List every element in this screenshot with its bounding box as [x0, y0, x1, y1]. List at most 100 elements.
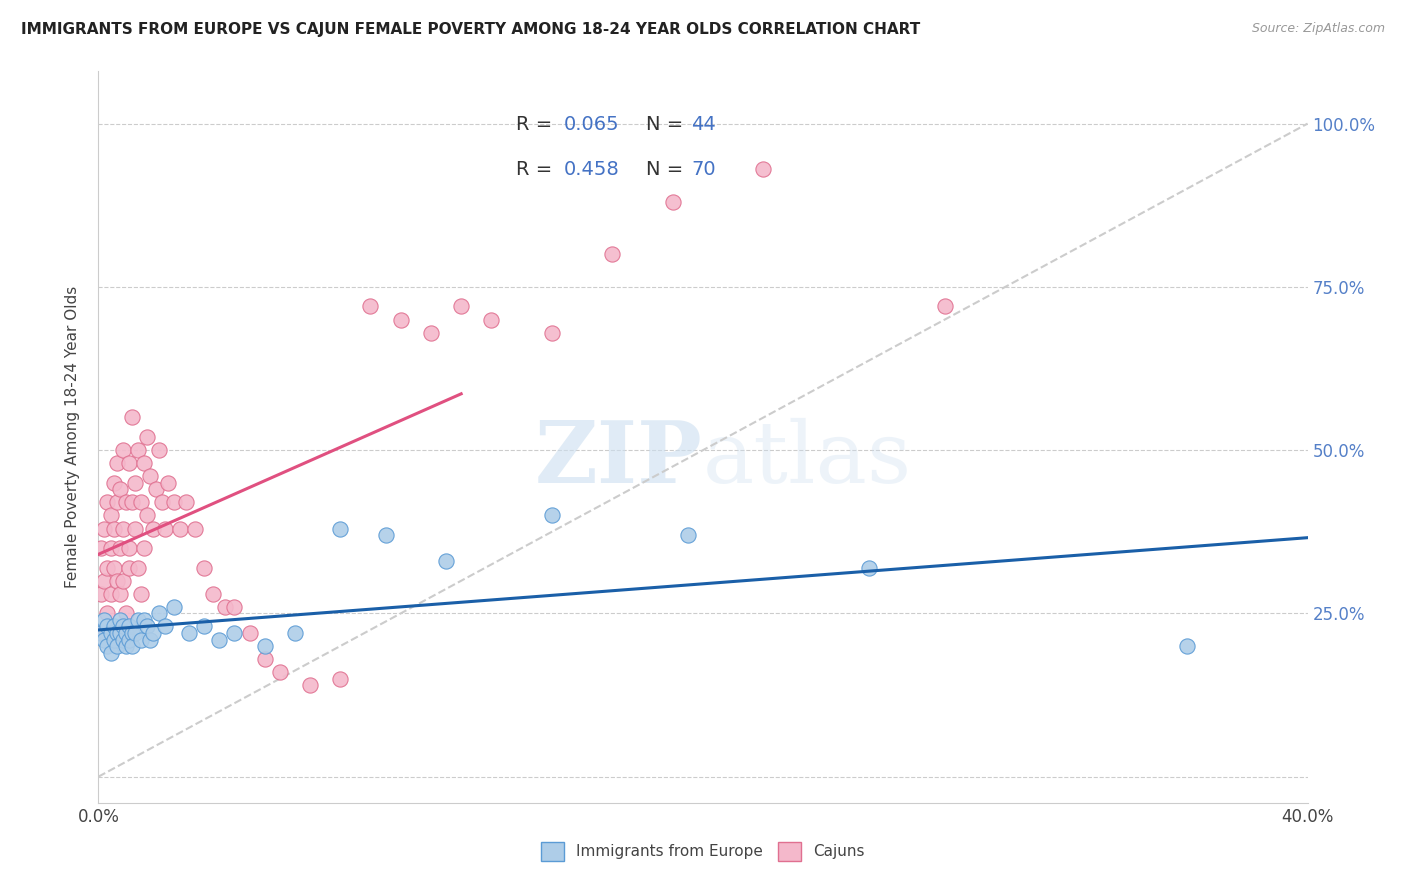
Text: R =: R =: [516, 161, 558, 179]
Point: [118, 456, 141, 470]
Text: atlas: atlas: [703, 417, 912, 500]
Text: 0.065: 0.065: [564, 115, 620, 135]
Point: [108, 626, 131, 640]
Text: Source: ZipAtlas.com: Source: ZipAtlas.com: [1251, 22, 1385, 36]
Point: [156, 475, 179, 490]
Text: N =: N =: [647, 115, 690, 135]
Point: [105, 495, 128, 509]
Point: [93, 632, 115, 647]
Point: [193, 560, 215, 574]
Point: [858, 560, 880, 574]
Point: [121, 410, 143, 425]
Point: [100, 646, 122, 660]
Point: [114, 626, 136, 640]
Text: IMMIGRANTS FROM EUROPE VS CAJUN FEMALE POVERTY AMONG 18-24 YEAR OLDS CORRELATION: IMMIGRANTS FROM EUROPE VS CAJUN FEMALE P…: [21, 22, 921, 37]
Point: [90, 541, 112, 555]
Point: [420, 326, 443, 340]
Point: [179, 626, 201, 640]
Point: [184, 521, 207, 535]
Point: [114, 495, 136, 509]
Point: [150, 495, 173, 509]
Point: [100, 541, 122, 555]
Point: [139, 469, 162, 483]
Point: [329, 672, 352, 686]
Point: [148, 443, 170, 458]
Point: [142, 521, 165, 535]
Point: [124, 626, 146, 640]
Point: [96, 639, 118, 653]
Point: [118, 632, 141, 647]
Point: [90, 626, 112, 640]
Point: [934, 300, 956, 314]
Point: [114, 607, 136, 621]
Point: [299, 678, 322, 692]
Point: [214, 599, 236, 614]
Point: [111, 619, 134, 633]
Point: [93, 574, 115, 588]
Point: [193, 619, 215, 633]
Point: [103, 632, 125, 647]
Text: ZIP: ZIP: [536, 417, 703, 501]
Point: [153, 521, 176, 535]
Point: [602, 247, 624, 261]
Point: [202, 587, 225, 601]
Point: [108, 541, 131, 555]
Point: [96, 607, 118, 621]
Point: [129, 632, 152, 647]
Point: [142, 626, 165, 640]
Point: [676, 528, 699, 542]
Point: [103, 521, 125, 535]
Point: [269, 665, 291, 680]
Point: [450, 300, 472, 314]
Point: [121, 626, 143, 640]
Point: [389, 312, 412, 326]
Point: [93, 626, 115, 640]
Point: [752, 162, 775, 177]
Point: [100, 587, 122, 601]
Point: [124, 475, 146, 490]
Point: [103, 619, 125, 633]
Point: [108, 483, 131, 497]
Point: [224, 626, 246, 640]
Point: [163, 599, 186, 614]
Point: [96, 560, 118, 574]
Point: [540, 326, 562, 340]
Point: [174, 495, 197, 509]
Point: [118, 619, 141, 633]
Point: [105, 574, 128, 588]
Point: [284, 626, 307, 640]
Point: [108, 587, 131, 601]
Point: [124, 521, 146, 535]
Point: [329, 521, 352, 535]
Text: 0.458: 0.458: [564, 161, 620, 179]
Point: [169, 521, 191, 535]
Point: [111, 443, 134, 458]
Point: [111, 521, 134, 535]
Point: [111, 574, 134, 588]
Point: [127, 443, 149, 458]
Point: [153, 619, 176, 633]
Point: [103, 475, 125, 490]
Point: [100, 508, 122, 523]
Point: [132, 613, 155, 627]
Point: [434, 554, 457, 568]
Point: [96, 495, 118, 509]
Text: 70: 70: [690, 161, 716, 179]
Point: [360, 300, 382, 314]
Point: [127, 613, 149, 627]
Point: [540, 508, 562, 523]
Point: [118, 541, 141, 555]
Point: [224, 599, 246, 614]
Point: [239, 626, 262, 640]
Point: [129, 495, 152, 509]
Point: [111, 632, 134, 647]
Point: [118, 560, 141, 574]
Point: [105, 456, 128, 470]
Text: 44: 44: [690, 115, 716, 135]
Point: [105, 626, 128, 640]
Point: [90, 587, 112, 601]
Point: [132, 456, 155, 470]
Point: [132, 541, 155, 555]
Text: N =: N =: [647, 161, 690, 179]
Point: [163, 495, 186, 509]
